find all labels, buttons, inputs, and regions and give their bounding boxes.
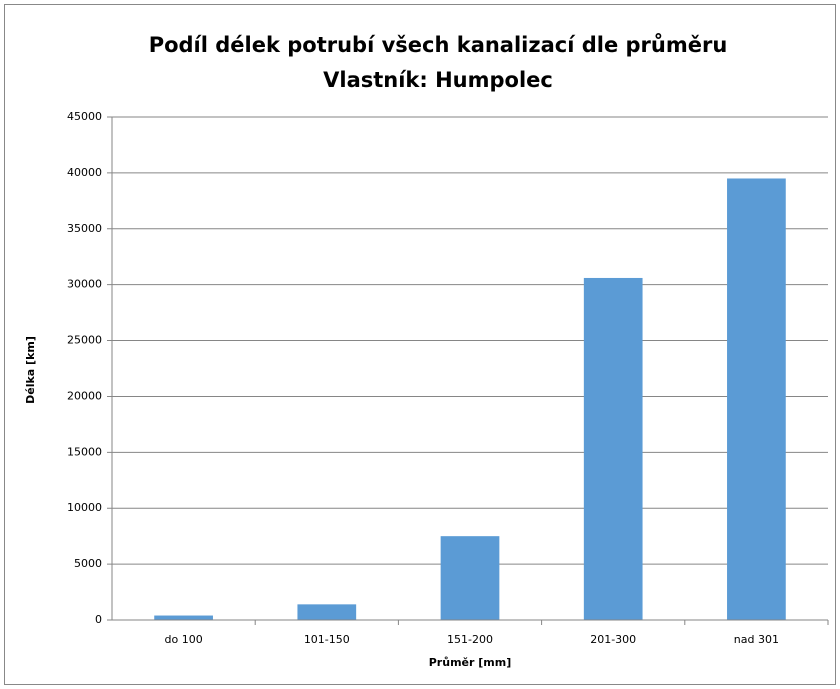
bar bbox=[440, 536, 500, 620]
x-tick-label: do 100 bbox=[164, 633, 202, 646]
y-tick-label: 45000 bbox=[67, 110, 102, 123]
x-tick-label: 151-200 bbox=[447, 633, 493, 646]
y-tick-label: 40000 bbox=[67, 166, 102, 179]
bar bbox=[297, 604, 357, 620]
bar bbox=[727, 178, 786, 620]
bar bbox=[154, 615, 213, 620]
x-tick-label: 101-150 bbox=[304, 633, 350, 646]
y-tick-label: 25000 bbox=[67, 334, 102, 347]
y-axis-title: Délka [km] bbox=[24, 336, 37, 404]
y-tick-label: 10000 bbox=[67, 501, 102, 514]
x-tick-label: nad 301 bbox=[734, 633, 779, 646]
chart-border bbox=[4, 4, 836, 685]
y-tick-label: 5000 bbox=[74, 557, 102, 570]
y-tick-label: 35000 bbox=[67, 222, 102, 235]
y-tick-label: 30000 bbox=[67, 278, 102, 291]
x-tick-label: 201-300 bbox=[590, 633, 636, 646]
bar bbox=[583, 277, 643, 620]
chart-title: Podíl délek potrubí všech kanalizací dle… bbox=[149, 33, 728, 57]
y-tick-label: 20000 bbox=[67, 389, 102, 402]
y-tick-label: 15000 bbox=[67, 445, 102, 458]
y-tick-label: 0 bbox=[95, 613, 102, 626]
x-axis-title: Průměr [mm] bbox=[429, 656, 511, 669]
chart-subtitle: Vlastník: Humpolec bbox=[323, 68, 553, 92]
